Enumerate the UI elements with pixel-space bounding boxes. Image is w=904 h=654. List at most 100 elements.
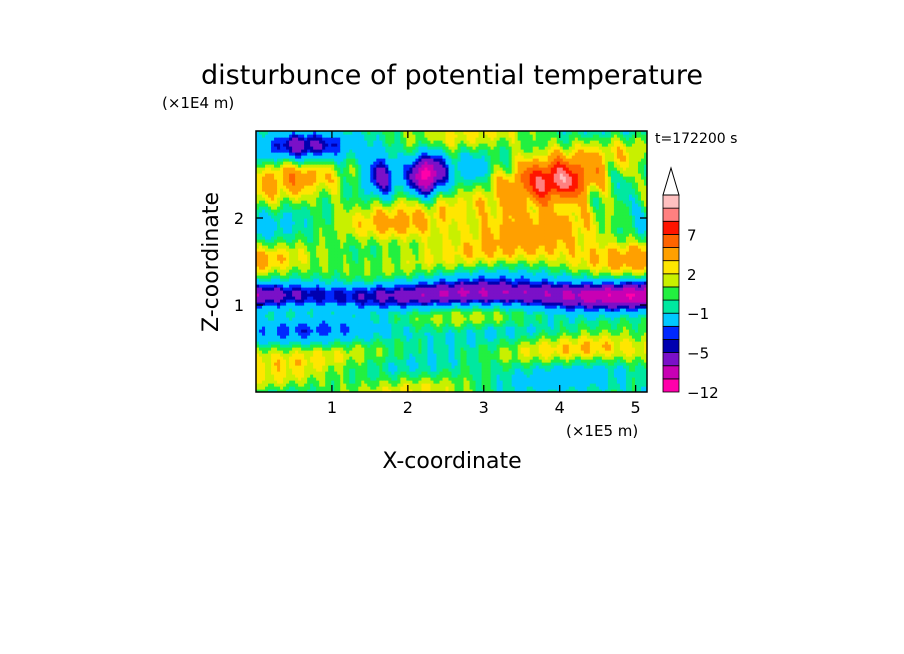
heatmap-cell [319,380,323,384]
heatmap-cell [382,281,386,285]
heatmap-cell [394,371,398,375]
heatmap-cell [304,371,308,375]
heatmap-cell [508,356,513,360]
heatmap-cell [634,350,639,354]
heatmap-cell [499,314,504,318]
heatmap-cell [394,314,398,318]
heatmap-cell [598,281,603,285]
heatmap-cell [409,371,413,375]
heatmap-cell [442,323,447,327]
heatmap-cell [610,350,615,354]
heatmap-cell [622,278,627,282]
heatmap-cell [430,359,435,363]
heatmap-cell [574,362,579,366]
heatmap-cell [316,311,320,315]
heatmap-cell [289,353,293,357]
heatmap-cell [490,314,495,318]
heatmap-cell [427,338,432,342]
heatmap-cell [280,302,284,306]
heatmap-cell [259,377,263,381]
heatmap-cell [292,314,296,318]
heatmap-cell [589,335,594,339]
heatmap-cell [607,314,612,318]
heatmap-cell [514,380,519,384]
heatmap-cell [364,347,368,351]
heatmap-cell [430,311,435,315]
heatmap-cell [256,320,260,324]
heatmap-cell [559,299,564,303]
heatmap-cell [526,329,531,333]
heatmap-cell [394,275,398,279]
heatmap-cell [328,275,332,279]
heatmap-cell [325,365,329,369]
heatmap-cell [595,332,600,336]
heatmap-cell [505,320,510,324]
heatmap-cell [451,293,456,297]
heatmap-cell [610,356,615,360]
heatmap-cell [277,275,281,279]
heatmap-cell [259,329,263,333]
heatmap-cell [361,299,365,303]
heatmap-cell [526,365,531,369]
heatmap-cell [310,389,314,392]
heatmap-cell [532,296,537,300]
heatmap-cell [634,320,639,324]
heatmap-cell [445,383,450,387]
heatmap-cell [376,359,380,363]
heatmap-cell [277,305,281,309]
heatmap-cell [424,326,429,330]
heatmap-cell [457,365,462,369]
heatmap-cell [559,383,564,387]
heatmap-cell [532,338,537,342]
heatmap-cell [469,365,474,369]
heatmap-cell [625,344,630,348]
heatmap-cell [520,305,525,309]
heatmap-cell [538,347,543,351]
heatmap-cell [625,305,630,309]
heatmap-cell [592,308,597,312]
heatmap-cell [523,302,528,306]
heatmap-cell [514,338,519,342]
heatmap-cell [592,344,597,348]
heatmap-cell [418,284,423,288]
heatmap-cell [367,359,371,363]
heatmap-cell [373,362,377,366]
heatmap-cell [313,362,317,366]
heatmap-cell [460,359,465,363]
heatmap-cell [373,284,377,288]
heatmap-cell [571,380,576,384]
heatmap-cell [439,284,444,288]
heatmap-cell [637,383,642,387]
heatmap-cell [406,374,410,378]
heatmap-cell [451,305,456,309]
heatmap-cell [322,278,326,282]
heatmap-cell [607,356,612,360]
heatmap-cell [298,332,302,336]
heatmap-cell [289,326,293,330]
heatmap-cell [370,362,374,366]
heatmap-cell [358,386,362,390]
heatmap-cell [541,332,546,336]
heatmap-cell [310,341,314,345]
heatmap-cell [478,281,483,285]
heatmap-cell [454,386,459,390]
heatmap-cell [391,374,395,378]
heatmap-cell [580,305,585,309]
heatmap-cell [532,290,537,294]
heatmap-cell [628,380,633,384]
heatmap-cell [421,317,426,321]
heatmap-cell [427,320,432,324]
heatmap-cell [292,320,296,324]
heatmap-cell [589,350,594,354]
heatmap-cell [400,320,404,324]
heatmap-cell [478,287,483,291]
heatmap-cell [400,281,404,285]
heatmap-cell [643,353,647,357]
heatmap-cell [454,287,459,291]
heatmap-cell [433,353,438,357]
heatmap-cell [628,314,633,318]
heatmap-cell [358,362,362,366]
heatmap-cell [280,314,284,318]
heatmap-cell [592,284,597,288]
heatmap-cell [517,281,522,285]
